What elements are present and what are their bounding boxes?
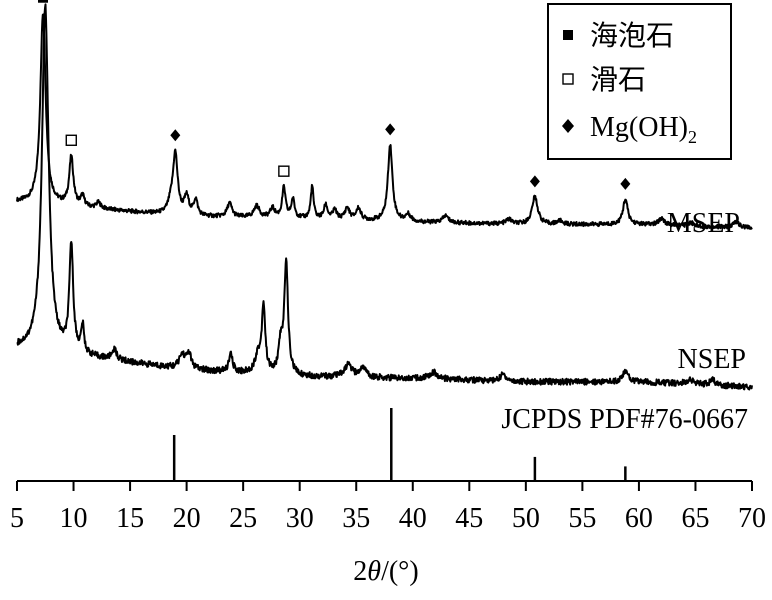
filled-square-icon (38, 0, 49, 3)
series-label-nsep: NSEP (678, 344, 746, 375)
diamond-icon (529, 175, 540, 188)
phase-markers (38, 0, 631, 190)
x-tick-label: 40 (399, 503, 427, 534)
diamond-icon (385, 123, 396, 136)
xrd-trace-msep (16, 13, 753, 230)
x-tick-label: 20 (173, 503, 201, 534)
legend-frame (547, 3, 732, 160)
xrd-trace-nsep (16, 3, 753, 391)
series-label-reference: JCPDS PDF#76-0667 (501, 404, 748, 435)
series-labels: MSEP NSEP JCPDS PDF#76-0667 (501, 208, 748, 435)
legend-label-mgoh2: Mg(OH)2 (590, 112, 697, 147)
diamond-icon (620, 177, 631, 190)
diamond-icon (562, 119, 574, 133)
x-axis-title: 2θ/(°) (353, 556, 418, 587)
legend-label-talc: 滑石 (590, 65, 646, 96)
series-label-msep: MSEP (667, 208, 740, 239)
x-axis-ticks: 5 10 15 20 25 30 35 40 45 50 55 60 65 70 (10, 481, 766, 534)
x-tick-label: 55 (568, 503, 596, 534)
x-tick-label: 70 (738, 503, 766, 534)
x-tick-label: 45 (455, 503, 483, 534)
legend-label-sepiolite: 海泡石 (590, 20, 674, 52)
legend-entry-mgoh2: Mg(OH)2 (562, 112, 697, 147)
legend-entry-sepiolite: 海泡石 (563, 20, 674, 52)
x-tick-label: 15 (116, 503, 144, 534)
xrd-traces (16, 3, 753, 391)
open-square-icon (65, 134, 77, 146)
x-tick-label: 10 (60, 503, 88, 534)
x-tick-label: 25 (229, 503, 257, 534)
open-square-icon (562, 73, 574, 85)
x-tick-label: 50 (512, 503, 540, 534)
x-tick-label: 60 (625, 503, 653, 534)
filled-square-icon (563, 30, 573, 40)
reference-sticks (172, 408, 627, 481)
x-tick-label: 65 (681, 503, 709, 534)
legend-entry-talc: 滑石 (562, 65, 646, 96)
x-tick-label: 30 (286, 503, 314, 534)
x-tick-label: 35 (342, 503, 370, 534)
x-tick-label: 5 (10, 503, 24, 534)
diamond-icon (170, 129, 181, 142)
legend: 海泡石 滑石 Mg(OH)2 (547, 3, 732, 160)
open-square-icon (278, 165, 290, 177)
